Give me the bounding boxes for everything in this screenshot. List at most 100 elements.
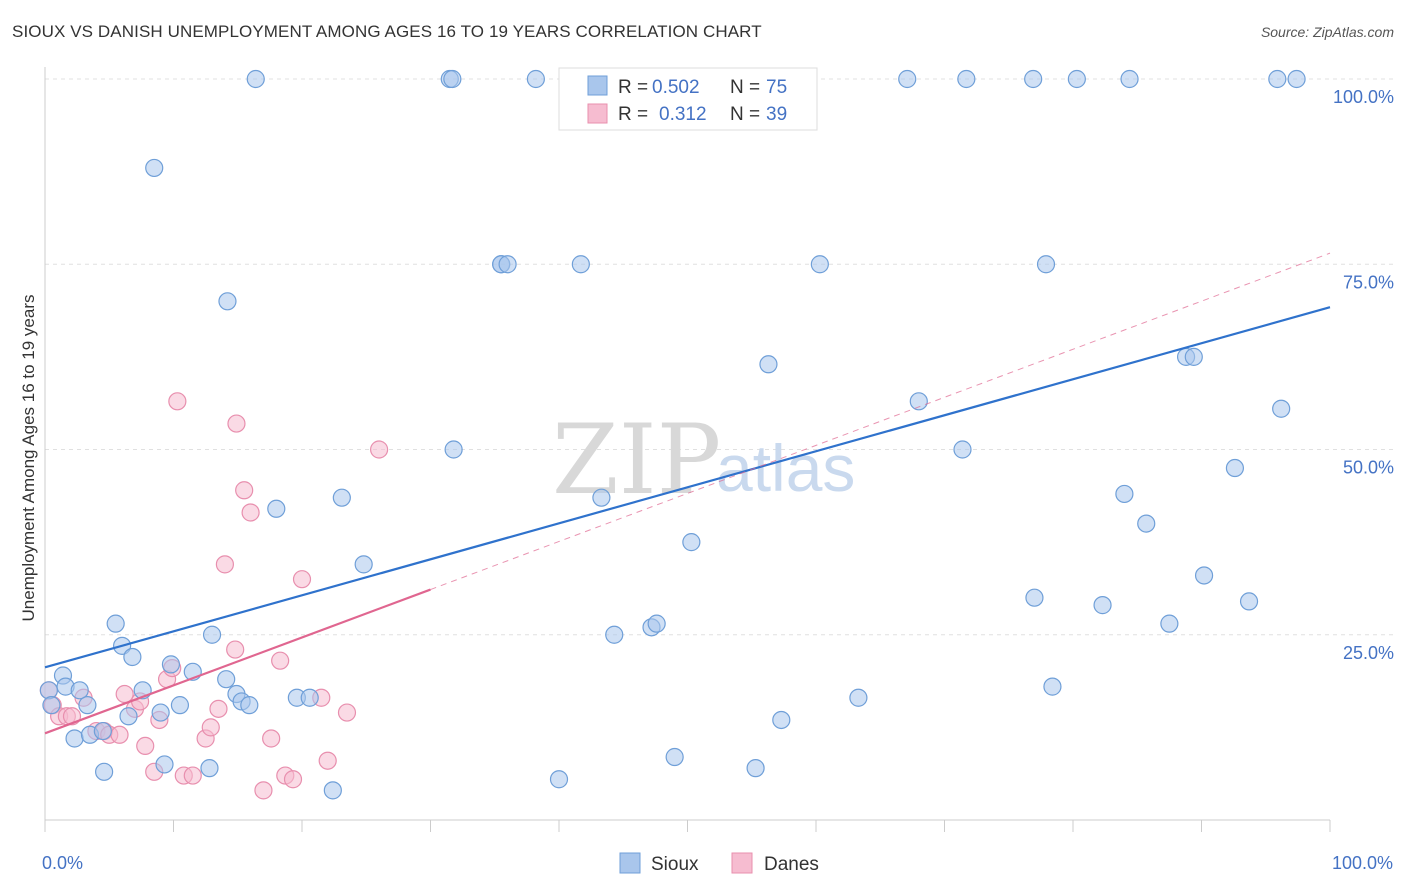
sioux-point — [155, 755, 174, 774]
danes-point — [283, 770, 303, 789]
x-tick-label: 0.0% — [42, 853, 83, 873]
sioux-point — [65, 729, 84, 748]
danes-point — [254, 781, 273, 800]
danes-point — [292, 570, 312, 589]
sioux-point — [665, 747, 684, 767]
sioux-point — [1287, 69, 1306, 89]
sioux-point — [498, 255, 517, 274]
sioux-point — [1024, 69, 1043, 89]
sioux-point — [218, 292, 237, 311]
sioux-point — [246, 69, 265, 89]
sioux-point — [300, 688, 319, 707]
danes-point — [241, 503, 260, 522]
sioux-point — [1137, 514, 1156, 533]
sioux-point — [957, 69, 976, 89]
sioux-point — [1043, 677, 1062, 696]
sioux-point — [549, 770, 569, 789]
y-tick-label: 75.0% — [1343, 272, 1394, 292]
sioux-point — [119, 707, 138, 726]
sioux-point — [953, 440, 972, 459]
danes-point — [227, 414, 246, 433]
danes-point — [110, 725, 129, 744]
legend-n-value-sioux: 75 — [766, 77, 787, 98]
y-tick-label: 50.0% — [1343, 458, 1394, 478]
sioux-point — [93, 721, 112, 741]
series-legend-swatch-sioux — [619, 852, 641, 874]
legend-r-label-sioux: R = — [618, 77, 648, 98]
danes-point — [209, 699, 228, 718]
sioux-point — [42, 696, 61, 715]
sioux-point — [332, 488, 351, 507]
danes-trend-line — [44, 588, 431, 735]
y-axis-label: Unemployment Among Ages 16 to 19 years — [19, 295, 38, 622]
series-legend-label-sioux: Sioux — [651, 854, 699, 875]
sioux-point — [323, 781, 342, 800]
sioux-point — [898, 69, 917, 89]
legend-swatch-danes — [587, 103, 608, 124]
sioux-point — [759, 355, 778, 374]
watermark: ZIP atlas — [552, 404, 855, 516]
sioux-point — [1036, 255, 1056, 274]
sioux-point — [746, 759, 765, 778]
sioux-point — [444, 440, 463, 459]
sioux-point — [267, 499, 286, 518]
danes-point — [168, 392, 187, 411]
sioux-point — [849, 688, 868, 707]
watermark-atlas: atlas — [716, 431, 855, 505]
series-legend-swatch-danes — [731, 852, 753, 874]
sioux-point — [1184, 347, 1203, 366]
sioux-point — [682, 533, 701, 552]
sioux-point — [909, 392, 928, 411]
sioux-point — [1067, 69, 1086, 89]
legend-n-label-danes: N = — [730, 104, 760, 125]
legend-swatch-sioux — [587, 75, 608, 96]
sioux-point — [443, 69, 462, 89]
sioux-point — [145, 158, 164, 178]
danes-point — [183, 766, 202, 785]
danes-point — [136, 736, 155, 756]
sioux-trend-line — [44, 306, 1331, 669]
legend-r-label-danes: R = — [618, 104, 648, 125]
danes-point — [262, 729, 281, 748]
sioux-point — [810, 255, 829, 274]
sioux-point — [70, 681, 89, 700]
series-legend-label-danes: Danes — [764, 854, 819, 875]
sioux-point — [1120, 69, 1139, 89]
legend-r-value-sioux: 0.502 — [652, 77, 700, 98]
sioux-point — [605, 625, 624, 644]
legend-n-value-danes: 39 — [766, 104, 787, 125]
danes-point — [370, 440, 389, 459]
sioux-point — [200, 759, 219, 778]
sioux-point — [170, 696, 190, 715]
sioux-point — [1194, 566, 1214, 585]
sioux-point — [95, 762, 114, 781]
x-tick-label: 100.0% — [1332, 853, 1393, 873]
sioux-point — [1025, 588, 1044, 607]
sioux-point — [1093, 596, 1112, 615]
sioux-point — [161, 655, 181, 674]
chart-title: SIOUX VS DANISH UNEMPLOYMENT AMONG AGES … — [12, 22, 762, 41]
sioux-point — [217, 670, 236, 689]
watermark-zip: ZIP — [552, 404, 721, 516]
x-tick-labels: 0.0% 100.0% — [42, 853, 1393, 873]
chart-source: Source: ZipAtlas.com — [1260, 24, 1394, 40]
sioux-point — [39, 681, 58, 700]
danes-point — [115, 684, 134, 704]
sioux-point — [1272, 399, 1291, 418]
sioux-point — [1160, 614, 1179, 633]
danes-point — [271, 651, 290, 670]
danes-points — [39, 392, 389, 800]
sioux-points — [39, 69, 1306, 800]
sioux-point — [772, 710, 791, 730]
sioux-point — [123, 647, 142, 667]
y-tick-label: 25.0% — [1343, 643, 1394, 663]
sioux-point — [1225, 458, 1245, 478]
y-tick-label: 100.0% — [1333, 87, 1394, 107]
legend: R = 0.502 N = 75 R = 0.312 N = 39 — [558, 67, 818, 131]
trend-lines — [44, 252, 1331, 735]
danes-point — [318, 751, 337, 770]
legend-r-value-danes: 0.312 — [659, 104, 707, 125]
sioux-point — [592, 488, 611, 507]
sioux-point — [1239, 592, 1259, 611]
